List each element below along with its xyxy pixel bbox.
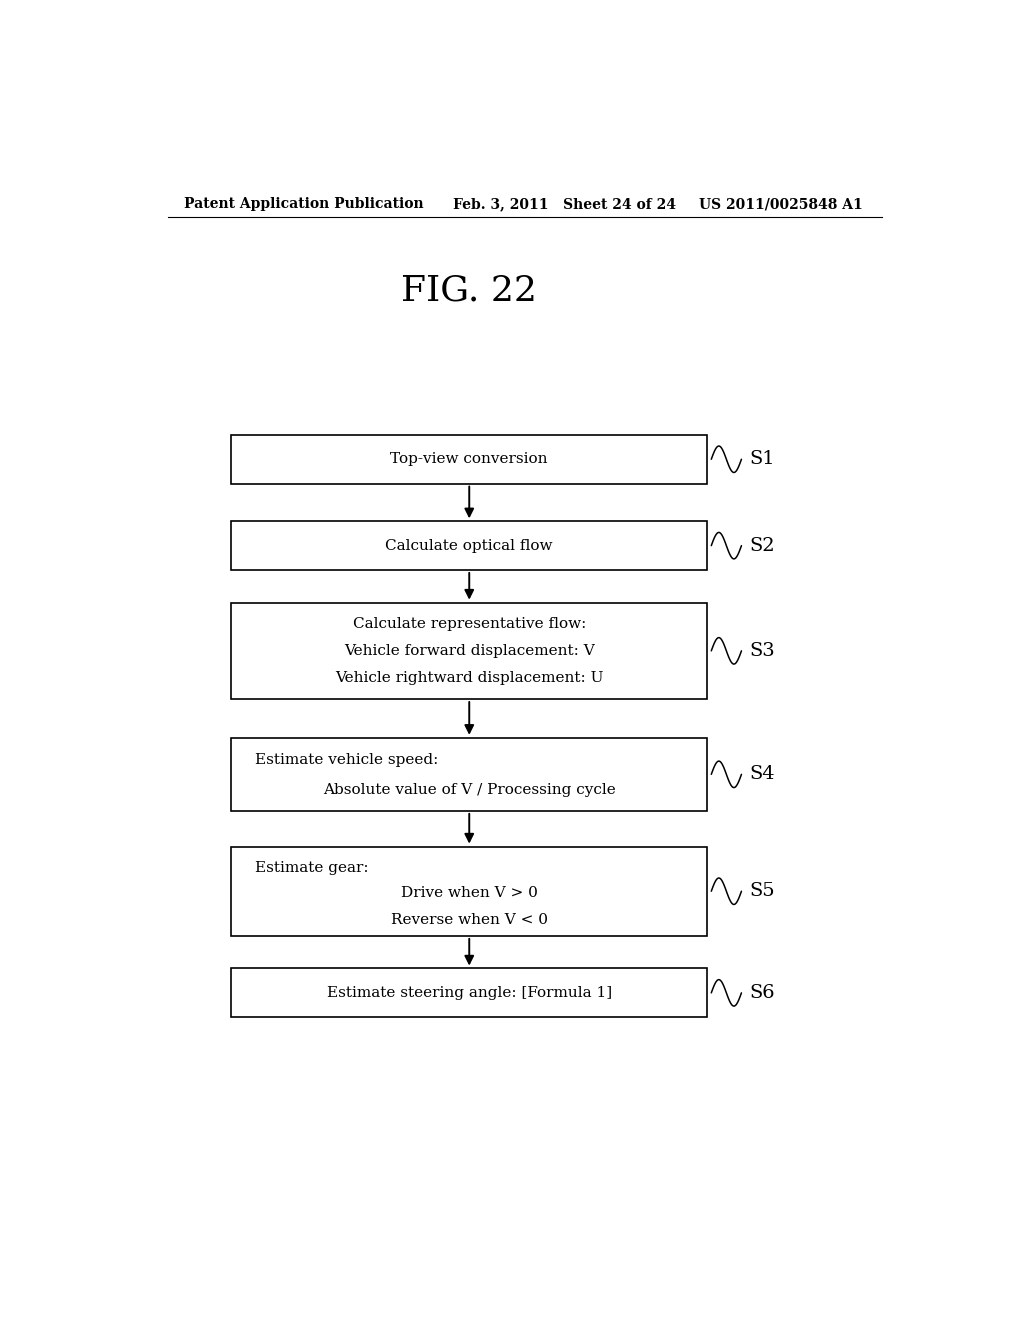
Text: Calculate representative flow:: Calculate representative flow: <box>352 616 586 631</box>
Text: Patent Application Publication: Patent Application Publication <box>183 197 423 211</box>
FancyBboxPatch shape <box>231 969 708 1018</box>
FancyBboxPatch shape <box>231 738 708 810</box>
Text: S3: S3 <box>750 642 775 660</box>
Text: Top-view conversion: Top-view conversion <box>390 453 548 466</box>
Text: S4: S4 <box>750 766 775 783</box>
Text: Drive when V > 0: Drive when V > 0 <box>400 886 538 900</box>
Text: Estimate steering angle: [Formula 1]: Estimate steering angle: [Formula 1] <box>327 986 611 999</box>
FancyBboxPatch shape <box>231 602 708 700</box>
Text: Calculate optical flow: Calculate optical flow <box>385 539 553 553</box>
Text: Estimate gear:: Estimate gear: <box>255 861 369 875</box>
Text: S1: S1 <box>750 450 775 469</box>
Text: Estimate vehicle speed:: Estimate vehicle speed: <box>255 752 438 767</box>
Text: Vehicle rightward displacement: U: Vehicle rightward displacement: U <box>335 671 603 685</box>
Text: S2: S2 <box>750 537 775 554</box>
FancyBboxPatch shape <box>231 434 708 483</box>
Text: FIG. 22: FIG. 22 <box>401 273 538 308</box>
Text: S6: S6 <box>750 983 775 1002</box>
Text: Feb. 3, 2011   Sheet 24 of 24: Feb. 3, 2011 Sheet 24 of 24 <box>454 197 677 211</box>
Text: Absolute value of V / Processing cycle: Absolute value of V / Processing cycle <box>323 784 615 797</box>
Text: Vehicle forward displacement: V: Vehicle forward displacement: V <box>344 644 595 657</box>
Text: US 2011/0025848 A1: US 2011/0025848 A1 <box>699 197 863 211</box>
FancyBboxPatch shape <box>231 521 708 570</box>
FancyBboxPatch shape <box>231 846 708 936</box>
Text: S5: S5 <box>750 882 775 900</box>
Text: Reverse when V < 0: Reverse when V < 0 <box>391 913 548 927</box>
